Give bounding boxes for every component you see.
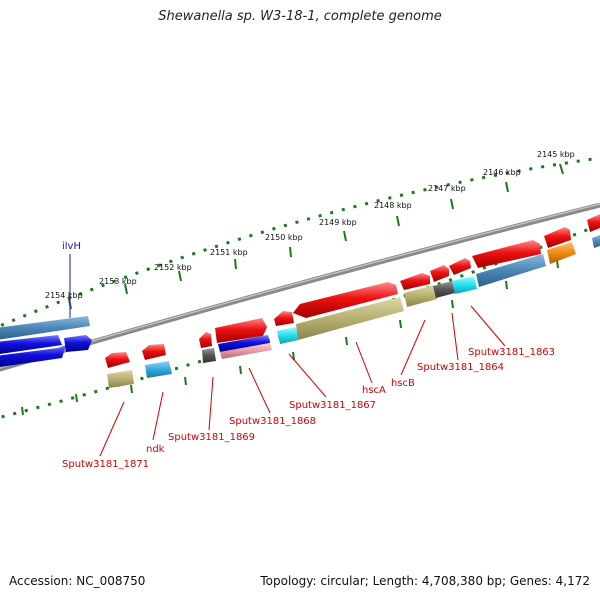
scale-label: 2153 kbp	[99, 277, 137, 286]
gene-red-1863[interactable]	[472, 240, 541, 268]
scale-label: 2148 kbp	[374, 201, 412, 210]
callout-hscb	[400, 319, 426, 376]
gene-blue-arrow-2[interactable]	[0, 345, 66, 367]
gene-red-small-3[interactable]	[430, 265, 449, 282]
scale-label: 2152 kbp	[154, 263, 192, 272]
gene-labels: ilvH Sputw3181_1863 Sputw3181_1864 hscB …	[62, 241, 555, 470]
callout-1867	[288, 353, 327, 398]
gene-gray-1869[interactable]	[202, 348, 216, 363]
scale-label: 2150 kbp	[265, 233, 303, 242]
outer-major-ticks	[68, 163, 564, 310]
gene-label-hsca: hscA	[362, 385, 386, 396]
gene-label-sputw3181-1864: Sputw3181_1864	[417, 362, 504, 373]
outer-scale-arc	[0, 156, 600, 328]
scale-label: 2154 kbp	[45, 291, 83, 300]
callout-ndk	[152, 391, 164, 441]
accession-text: Accession: NC_008750	[9, 574, 146, 588]
gene-red-small-1[interactable]	[199, 332, 212, 348]
gene-ilvh-steelblue[interactable]	[0, 316, 90, 340]
gene-red-right-1[interactable]	[544, 227, 571, 248]
gene-red-small-2[interactable]	[274, 311, 294, 326]
callout-1863	[470, 305, 506, 347]
scale-label: 2149 kbp	[319, 218, 357, 227]
genome-summary-text: Topology: circular; Length: 4,708,380 bp…	[260, 574, 590, 588]
gene-red-1871[interactable]	[105, 352, 130, 368]
scale-label: 2147 kbp	[428, 184, 466, 193]
callout-lines	[69, 254, 506, 457]
map-title: Shewanella sp. W3-18-1, complete genome	[158, 9, 442, 24]
gene-blue-1868[interactable]	[218, 335, 270, 352]
gene-red-arrow-1868[interactable]	[215, 318, 267, 343]
gene-red-edge[interactable]	[587, 214, 600, 232]
gene-red-hsca[interactable]	[293, 282, 398, 318]
gene-steel-edge[interactable]	[592, 235, 600, 248]
callout-1869	[208, 376, 214, 431]
gene-label-sputw3181-1869: Sputw3181_1869	[168, 432, 255, 443]
gene-gray-1864[interactable]	[433, 281, 455, 298]
gene-blue-arrow-1[interactable]	[0, 335, 62, 354]
gene-red-1864[interactable]	[449, 258, 471, 275]
gene-label-sputw3181-1867: Sputw3181_1867	[289, 400, 376, 411]
inner-major-ticks	[21, 259, 559, 416]
gene-label-hscb: hscB	[391, 378, 415, 389]
gene-label-sputw3181-1871: Sputw3181_1871	[62, 459, 149, 470]
gene-khaki-hscb[interactable]	[404, 285, 437, 307]
callout-1871	[99, 401, 125, 457]
gene-khaki-hsca[interactable]	[296, 297, 404, 340]
scale-labels: 2145 kbp 2146 kbp 2147 kbp 2148 kbp 2149…	[45, 150, 575, 300]
scale-label: 2151 kbp	[210, 248, 248, 257]
scale-label: 2146 kbp	[483, 168, 521, 177]
callout-hsca	[355, 341, 373, 384]
gene-cyan-1867[interactable]	[277, 327, 299, 344]
gene-red-hscb[interactable]	[400, 273, 430, 290]
gene-sky-ndk[interactable]	[145, 361, 172, 378]
scale-label: 2145 kbp	[537, 150, 575, 159]
gene-khaki-1871[interactable]	[107, 370, 134, 388]
gene-red-ndk[interactable]	[142, 344, 166, 360]
gene-label-sputw3181-1868: Sputw3181_1868	[229, 416, 316, 427]
gene-label-ilvh: ilvH	[62, 241, 81, 252]
callout-1864	[451, 312, 459, 361]
gene-label-ndk: ndk	[146, 444, 165, 455]
gene-blue-arrow-3[interactable]	[64, 335, 92, 352]
gene-label-sputw3181-1863: Sputw3181_1863	[468, 347, 555, 358]
callout-1868	[248, 367, 271, 414]
gene-cyan-1864[interactable]	[452, 276, 477, 294]
gene-steel-1863[interactable]	[476, 254, 546, 287]
gene-orange-right[interactable]	[547, 242, 576, 264]
gene-pink-1868[interactable]	[220, 343, 272, 359]
